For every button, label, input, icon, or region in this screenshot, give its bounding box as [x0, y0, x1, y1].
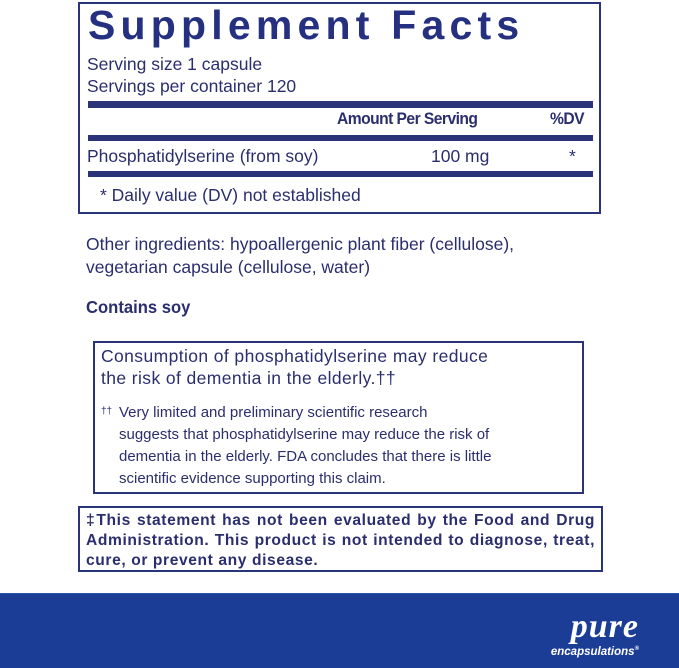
disclaimer-text: ‡This statement has not been evaluated b…	[86, 512, 595, 569]
servings-per-container: Servings per container 120	[87, 76, 297, 96]
brand-logo: pure encapsulations®	[550, 608, 639, 659]
fda-disclaimer: ‡This statement has not been evaluated b…	[78, 506, 603, 572]
other-ingredients-line-1: Other ingredients: hypoallergenic plant …	[86, 234, 515, 254]
serving-size: Serving size 1 capsule	[87, 54, 263, 74]
claim-note: Very limited and preliminary scientific …	[119, 402, 491, 490]
dv-header: %DV	[550, 109, 585, 128]
dv-footnote: * Daily value (DV) not established	[100, 185, 361, 205]
allergen-statement: Contains soy	[86, 297, 191, 317]
ingredient-dv: *	[569, 146, 576, 166]
amount-header: Amount Per Serving	[337, 109, 478, 128]
panel-title: Supplement Facts	[88, 2, 525, 48]
claim-note-line: dementia in the elderly. FDA concludes t…	[119, 448, 492, 465]
divider	[88, 171, 593, 177]
divider	[88, 101, 593, 108]
divider	[88, 135, 593, 141]
claim-line-2: the risk of dementia in the elderly.††	[101, 368, 397, 388]
logo-pure: pure	[570, 608, 639, 645]
claim-note-line: scientific evidence supporting this clai…	[119, 470, 386, 487]
supplement-facts-panel: Supplement Facts Serving size 1 capsule …	[78, 2, 601, 214]
claim-note-mark: ††	[101, 406, 113, 417]
logo-encapsulations: encapsulations®	[550, 645, 639, 658]
claim-line-1: Consumption of phosphatidylserine may re…	[101, 346, 489, 366]
ingredient-name: Phosphatidylserine (from soy)	[87, 146, 319, 166]
claim-note-line: Very limited and preliminary scientific …	[119, 404, 428, 421]
qualified-health-claim: Consumption of phosphatidylserine may re…	[93, 341, 584, 494]
ingredient-amount: 100 mg	[431, 146, 490, 166]
other-ingredients-line-2: vegetarian capsule (cellulose, water)	[86, 257, 371, 277]
brand-band: pure encapsulations®	[0, 593, 679, 668]
claim-note-line: suggests that phosphatidylserine may red…	[119, 426, 490, 443]
